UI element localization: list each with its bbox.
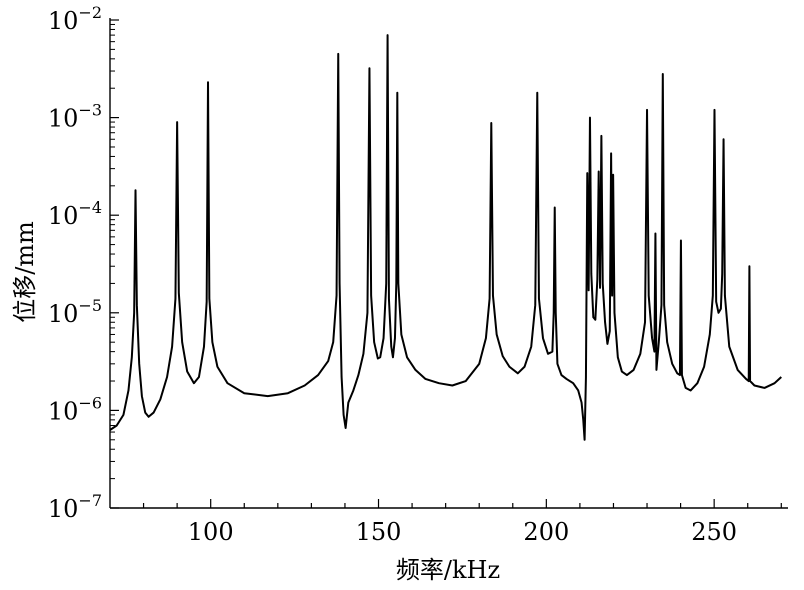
y-tick-exponent: −3 — [78, 101, 102, 120]
y-tick-exponent: −5 — [78, 296, 102, 315]
y-tick-base: 10 — [48, 202, 79, 230]
x-axis-title: 频率/kHz — [396, 556, 500, 584]
y-tick-base: 10 — [48, 397, 79, 425]
tick-marks — [110, 19, 782, 509]
y-tick-label: 10−5 — [48, 296, 102, 328]
y-tick-label: 10−4 — [48, 198, 102, 230]
x-tick-label: 250 — [691, 518, 737, 546]
y-tick-base: 10 — [48, 300, 79, 328]
y-tick-exponent: −2 — [78, 3, 102, 22]
y-tick-base: 10 — [48, 7, 79, 35]
series-layer — [109, 34, 782, 441]
x-tick-label: 100 — [188, 518, 234, 546]
y-tick-label: 10−2 — [48, 3, 102, 35]
series-line-0 — [109, 34, 782, 441]
x-tick-label: 150 — [356, 518, 402, 546]
y-tick-label: 10−6 — [48, 393, 102, 425]
y-tick-base: 10 — [48, 105, 79, 133]
x-tick-label: 200 — [523, 518, 569, 546]
y-tick-exponent: −7 — [78, 491, 102, 510]
y-tick-base: 10 — [48, 495, 79, 523]
y-tick-exponent: −6 — [78, 393, 102, 412]
y-tick-label: 10−3 — [48, 101, 102, 133]
axes — [109, 18, 788, 509]
y-tick-exponent: −4 — [78, 198, 102, 217]
y-axis-title: 位移/mm — [11, 221, 39, 323]
y-tick-label: 10−7 — [48, 491, 102, 523]
